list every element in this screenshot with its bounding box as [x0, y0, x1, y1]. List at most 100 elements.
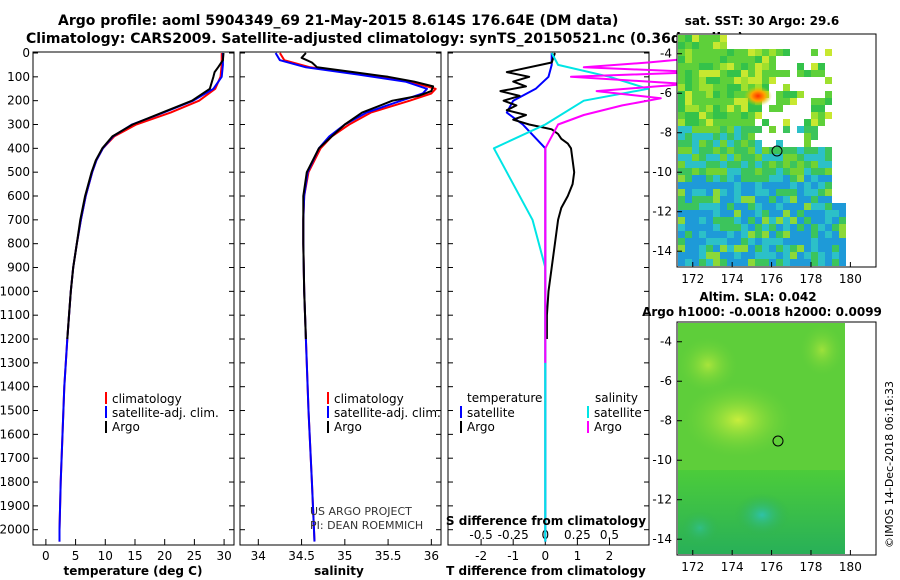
depth-tick-label: 1300 — [0, 356, 30, 370]
sst-warm-spot — [744, 86, 772, 106]
map-x-tick-label: 176 — [760, 560, 783, 574]
sla-float-marker — [772, 435, 784, 447]
depth-tick-label: 1700 — [0, 451, 30, 465]
depth-tick-label: 1800 — [0, 475, 30, 489]
x-tick-label: 0 — [541, 549, 549, 563]
depth-tick-label: 1400 — [0, 380, 30, 394]
map-y-tick-label: -8 — [660, 414, 672, 428]
legend-argo: Argo — [112, 420, 140, 434]
depth-tick-label: 600 — [7, 189, 30, 203]
diff-legend-t-argo: Argo — [467, 420, 495, 434]
depth-tick-label: 1500 — [0, 404, 30, 418]
map-y-tick-label: -14 — [652, 244, 672, 258]
map-y-tick-label: -10 — [652, 165, 672, 179]
map-y-tick-label: -4 — [660, 47, 672, 61]
x-tick-label: 2 — [606, 549, 614, 563]
map-x-tick-label: 178 — [800, 272, 823, 286]
depth-tick-label: 1200 — [0, 332, 30, 346]
map-x-tick-label: 180 — [839, 560, 862, 574]
depth-tick-label: 500 — [7, 165, 30, 179]
x-tick-label: 1 — [574, 549, 582, 563]
depth-tick-label: 0 — [22, 46, 30, 60]
map-x-tick-label: 172 — [681, 560, 704, 574]
series-line-climatology — [279, 52, 437, 542]
sst-map-panel: sat. SST: 30 Argo: 29.6 172 174 176 178 180 -… — [652, 14, 877, 286]
depth-tick-label: 900 — [7, 261, 30, 275]
temperature-panel: 0100200300400500600700800900100011001200… — [0, 46, 235, 578]
map-y-tick-label: -12 — [652, 493, 672, 507]
legend-satellite: satellite-adj. clim. — [112, 406, 219, 420]
x-tick-label: 35.5 — [375, 549, 402, 563]
imos-timestamp: ©IMOS 14-Dec-2018 06:16:33 — [883, 381, 896, 548]
depth-tick-label: 1000 — [0, 284, 30, 298]
series-line-temperature-argo — [499, 52, 576, 339]
legend-climatology: climatology — [112, 392, 182, 406]
diff-legend-s-satellite: satellite — [594, 406, 642, 420]
sal-legend-climatology: climatology — [334, 392, 404, 406]
salinity-legend: climatology satellite-adj. clim. Argo — [327, 392, 441, 434]
map-x-tick-label: 174 — [721, 560, 744, 574]
temperature-legend: climatology satellite-adj. clim. Argo — [105, 392, 219, 434]
difference-xlabel: T difference from climatology — [446, 564, 646, 578]
sal-legend-argo: Argo — [334, 420, 362, 434]
salinity-xlabel: salinity — [314, 564, 364, 578]
map-y-tick-label: -10 — [652, 453, 672, 467]
sal-legend-satellite: satellite-adj. clim. — [334, 406, 441, 420]
s-difference-label: S difference from climatology — [446, 514, 646, 528]
diff-legend-s-argo: Argo — [594, 420, 622, 434]
x-tick-label: -1 — [507, 549, 519, 563]
depth-tick-label: 300 — [7, 118, 30, 132]
s-tick-label: 0.25 — [564, 528, 591, 542]
x-tick-label: 25 — [187, 549, 202, 563]
x-tick-label: 20 — [157, 549, 172, 563]
map-y-tick-label: -12 — [652, 205, 672, 219]
diff-legend-salinity: salinity — [595, 391, 638, 405]
depth-tick-label: 1900 — [0, 499, 30, 513]
map-y-tick-label: -14 — [652, 532, 672, 546]
map-y-tick-label: -8 — [660, 126, 672, 140]
temperature-frame — [32, 51, 235, 546]
series-line-climatology — [58, 53, 223, 542]
x-tick-label: 0 — [42, 549, 50, 563]
x-tick-label: 15 — [127, 549, 142, 563]
sla-field — [678, 323, 845, 554]
x-tick-label: 36 — [424, 549, 439, 563]
x-tick-label: 34.5 — [288, 549, 315, 563]
diff-legend-temperature: temperature — [467, 391, 542, 405]
series-line-salinity-satellite — [492, 52, 649, 542]
x-tick-label: 10 — [98, 549, 113, 563]
x-tick-label: 5 — [72, 549, 80, 563]
depth-tick-label: 400 — [7, 141, 30, 155]
pi-credit: PI: DEAN ROEMMICH — [310, 519, 423, 532]
s-tick-label: -0.25 — [498, 528, 529, 542]
s-tick-label: -0.5 — [469, 528, 492, 542]
sla-title: Altim. SLA: 0.042 — [699, 290, 816, 304]
temperature-xlabel: temperature (deg C) — [64, 564, 203, 578]
salinity-panel: 34 34.5 35 35.5 36 salinity climatology sate… — [239, 51, 442, 578]
map-x-tick-label: 172 — [681, 272, 704, 286]
depth-tick-label: 1100 — [0, 308, 30, 322]
title-line-1: Argo profile: aoml 5904349_69 21-May-201… — [58, 13, 618, 29]
map-x-tick-label: 174 — [721, 272, 744, 286]
sst-field — [678, 35, 846, 266]
sst-float-marker — [771, 145, 783, 157]
project-credit: US ARGO PROJECT — [310, 505, 412, 518]
difference-frame — [447, 51, 650, 546]
depth-tick-label: 800 — [7, 237, 30, 251]
title-line-2: Climatology: CARS2009. Satellite-adjuste… — [26, 31, 744, 47]
sst-map-title: sat. SST: 30 Argo: 29.6 — [685, 14, 839, 28]
map-y-tick-label: -4 — [660, 335, 672, 349]
series-line-satellite-adj-clim- — [274, 52, 428, 542]
x-tick-label: 34 — [251, 549, 266, 563]
diff-legend-t-satellite: satellite — [467, 406, 515, 420]
sla-map-panel: Altim. SLA: 0.042 Argo h1000: -0.0018 h2… — [642, 290, 882, 574]
difference-panel: -2 -1 0 1 2 -0.5 -0.25 0 0.25 0.5 T difference fr… — [446, 51, 751, 578]
depth-tick-label: 100 — [7, 70, 30, 84]
difference-legend: temperature satellite Argo salinity sate… — [460, 391, 642, 434]
depth-tick-label: 2000 — [0, 523, 30, 537]
x-tick-label: 30 — [216, 549, 231, 563]
x-tick-label: 35 — [337, 549, 352, 563]
series-line-argo — [66, 52, 225, 340]
map-x-tick-label: 176 — [760, 272, 783, 286]
